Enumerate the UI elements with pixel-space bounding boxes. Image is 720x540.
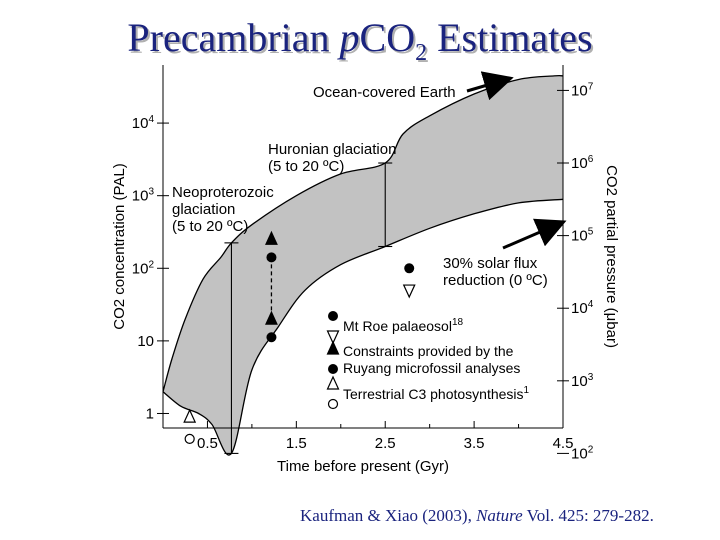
y-left-tick-label-3: 103: [132, 187, 155, 205]
y-left-tick-label-2-sup: 2: [148, 259, 154, 270]
y-left-tick-label-2: 102: [132, 259, 155, 277]
y-right-tick-label-2-sup: 4: [588, 299, 594, 310]
arrow-ocean-covered-earth: [466, 71, 514, 101]
title-co: CO: [359, 15, 416, 60]
title-suffix: Estimates: [427, 15, 593, 60]
annotation-ocean-line-0: Ocean-covered Earth: [313, 84, 456, 101]
legend-label-2: Terrestrial C3 photosynthesis1: [343, 385, 530, 402]
y-left-tick-label-4-sup: 4: [148, 114, 154, 125]
co2-band-lower-line: [162, 198, 564, 456]
y-left-tick-label-0: 1: [146, 405, 154, 422]
y-left-tick-label-1-base: 10: [137, 333, 154, 350]
data-marker-0: [404, 263, 415, 274]
y-right-tick-label-5-sup: 7: [588, 81, 594, 92]
y-left-tick-label-1: 10: [137, 333, 154, 350]
legend-symbol-bottom-2: [327, 398, 339, 410]
x-tick-label-4: 4.5: [553, 435, 574, 452]
y-left-tick-label-4-base: 10: [132, 115, 149, 132]
legend-label-1-base: Constraints provided by the: [343, 343, 514, 359]
y-right-tick-label-1: 103: [571, 372, 594, 390]
x-tick-label-3: 3.5: [464, 435, 485, 452]
annotation-neoproterozoic-line-0: Neoproterozoic: [172, 184, 274, 201]
y-right-tick-label-1-base: 10: [571, 373, 588, 390]
data-marker-4: [265, 310, 278, 325]
y-right-tick-label-5-base: 10: [571, 82, 588, 99]
marks-layer: [183, 230, 416, 444]
y-left-tick-label-2-base: 10: [132, 260, 149, 277]
title-pre: Precambrian: [127, 15, 340, 60]
y-right-axis-label: CO2 partial pressure (μbar): [603, 165, 620, 348]
y-right-tick-label-4-sup: 6: [588, 154, 594, 165]
y-left-tick-label-0-base: 1: [146, 405, 154, 422]
data-marker-3: [266, 252, 277, 263]
y-left-axis-label: CO2 concentration (PAL): [111, 163, 128, 329]
y-right-tick-label-1-sup: 3: [588, 372, 594, 383]
citation-authors: Kaufman & Xiao (2003),: [300, 506, 477, 525]
annotation-neoproterozoic-line-2: (5 to 20 ºC): [172, 218, 248, 235]
title-subscript: 2: [415, 40, 428, 66]
legend-label-2-base: Terrestrial C3 photosynthesis: [343, 386, 524, 402]
y-right-tick-label-3-sup: 5: [588, 227, 594, 238]
legend-symbol-bottom-1: [328, 364, 338, 374]
y-left-tick-label-4: 104: [132, 114, 155, 132]
legend-symbol-top-0: [328, 311, 338, 321]
legend-symbol-bottom-0: [326, 330, 340, 345]
legend-symbol-top-1: [326, 340, 340, 355]
title-italic-p: p: [339, 15, 360, 60]
annotation-neoproterozoic-line-1: glaciation: [172, 201, 235, 218]
x-tick-label-2: 2.5: [375, 435, 396, 452]
y-right-tick-label-0-sup: 2: [588, 444, 594, 455]
x-tick-label-0: 0.5: [197, 435, 218, 452]
annotation-huronian-line-1: (5 to 20 ºC): [268, 158, 344, 175]
data-marker-6: [183, 408, 197, 423]
data-marker-1: [402, 284, 416, 299]
annotation-solar-line-1: reduction (0 ºC): [443, 272, 548, 289]
x-axis-label: Time before present (Gyr): [277, 458, 449, 475]
annotation-huronian-line-0: Huronian glaciation: [268, 141, 396, 158]
annotation-solar-line-0: 30% solar flux: [443, 255, 538, 272]
y-right-tick-label-5: 107: [571, 81, 594, 99]
data-marker-5: [266, 332, 277, 343]
slide-title: Precambrian pCO2 Estimates: [0, 14, 720, 67]
y-right-tick-label-0-base: 10: [571, 445, 588, 462]
data-marker-7: [184, 433, 195, 444]
y-right-tick-label-3: 105: [571, 227, 594, 245]
legend-label2-1: Ruyang microfossil analyses: [343, 360, 520, 376]
y-right-tick-label-0: 102: [571, 444, 594, 462]
legend-label-2-sup: 1: [524, 385, 530, 396]
co2-band-fill: [163, 75, 563, 456]
x-tick-label-1: 1.5: [286, 435, 307, 452]
data-marker-2: [265, 230, 278, 245]
axes-layer: 0.5 1.5 2.5 3.5 4.5 Time before present (Gyr)…: [111, 65, 620, 475]
citation-journal: Nature: [476, 506, 523, 525]
y-right-tick-label-2: 104: [571, 299, 594, 317]
legend-label-0: Mt Roe palaeosol18: [343, 317, 464, 334]
y-right-tick-label-2-base: 10: [571, 300, 588, 317]
legend-label-0-base: Mt Roe palaeosol: [343, 318, 452, 334]
citation-rest: Vol. 425: 279-282.: [522, 506, 654, 525]
legend-label-1: Constraints provided by the: [343, 343, 514, 359]
citation: Kaufman & Xiao (2003), Nature Vol. 425: …: [300, 506, 654, 526]
y-right-tick-label-3-base: 10: [571, 228, 588, 245]
legend-label-0-sup: 18: [452, 317, 464, 328]
arrow-solar-flux-reduction: [502, 218, 567, 250]
y-left-tick-label-3-base: 10: [132, 188, 149, 205]
y-right-tick-label-4: 106: [571, 154, 594, 172]
y-right-tick-label-4-base: 10: [571, 155, 588, 172]
y-left-tick-label-3-sup: 3: [148, 187, 154, 198]
legend-symbol-top-2: [326, 375, 340, 390]
